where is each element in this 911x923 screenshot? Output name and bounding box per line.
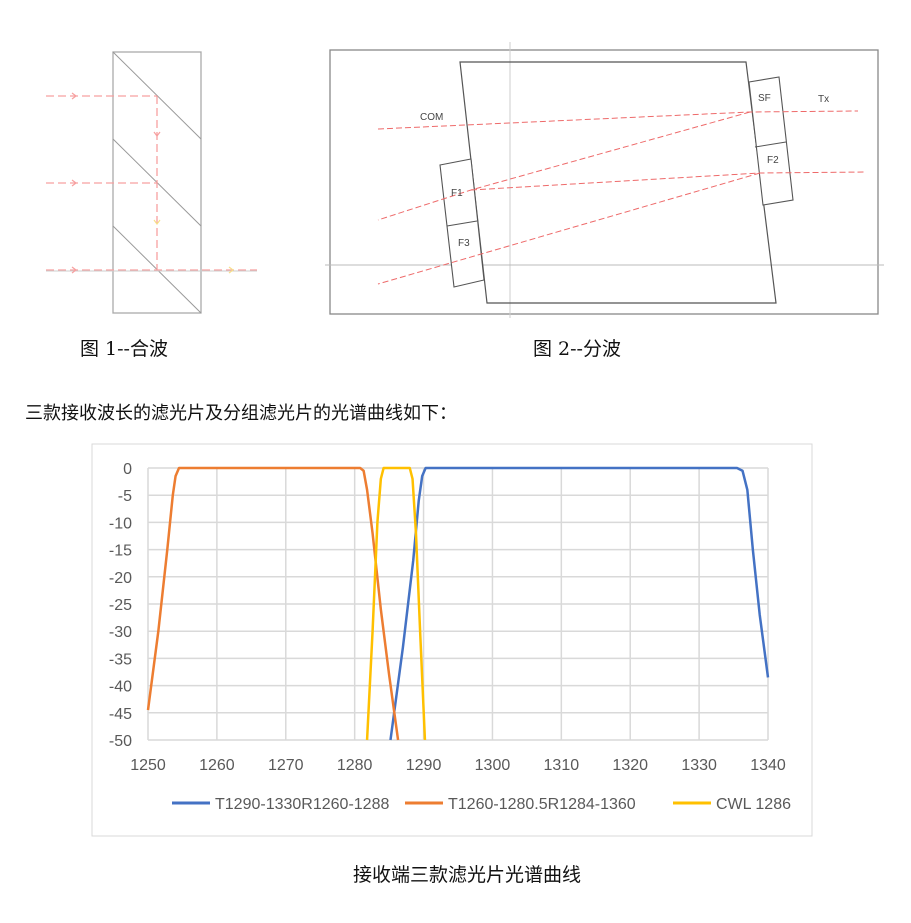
series-line-1 — [389, 466, 770, 741]
y-tick-label: 0 — [123, 461, 132, 478]
x-tick-label: 1310 — [544, 757, 580, 774]
f1-label: F1 — [451, 188, 463, 199]
x-tick-label: 1260 — [199, 757, 235, 774]
x-tick-label: 1340 — [750, 757, 786, 774]
tx-label: Tx — [818, 94, 829, 105]
f3-label: F3 — [458, 238, 470, 249]
f2-label: F2 — [767, 155, 779, 166]
y-tick-label: -25 — [109, 597, 132, 614]
intro-text: 三款接收波长的滤光片及分组滤光片的光谱曲线如下： — [25, 403, 457, 424]
x-tick-label: 1250 — [130, 757, 166, 774]
x-tick-label: 1330 — [681, 757, 717, 774]
y-tick-label: -20 — [109, 570, 132, 587]
sf-label: SF — [758, 93, 771, 104]
x-tick-label: 1300 — [475, 757, 511, 774]
x-tick-label: 1280 — [337, 757, 373, 774]
series-line-2 — [146, 466, 400, 741]
y-tick-label: -50 — [109, 733, 132, 750]
y-tick-label: -10 — [109, 515, 132, 532]
x-tick-label: 1290 — [406, 757, 442, 774]
y-tick-label: -40 — [109, 679, 132, 696]
y-tick-label: -30 — [109, 624, 132, 641]
legend-label: T1290-1330R1260-1288 — [215, 796, 389, 813]
figure2-splitter-diagram: COM Tx SF F2 F1 F3 — [325, 42, 884, 318]
y-tick-label: -5 — [118, 488, 132, 505]
y-tick-label: -45 — [109, 706, 132, 723]
y-tick-label: -15 — [109, 543, 132, 560]
figure1-caption: 图 1--合波 — [80, 338, 168, 360]
legend-label: T1260-1280.5R1284-1360 — [448, 796, 636, 813]
y-tick-label: -35 — [109, 651, 132, 668]
spectrum-chart: 0 -5 -10 -15 -20 -25 -30 -35 -40 -45 -50 1250 1260 12… — [91, 443, 813, 837]
series-line-3 — [365, 466, 427, 741]
chart-caption: 接收端三款滤光片光谱曲线 — [352, 864, 581, 886]
legend-label: CWL 1286 — [716, 796, 791, 813]
x-tick-label: 1320 — [612, 757, 648, 774]
figure-diagrams: COM Tx SF F2 F1 F3 — [46, 42, 884, 318]
figure2-caption: 图 2--分波 — [533, 338, 621, 360]
com-label: COM — [420, 112, 443, 123]
chart-frame — [91, 443, 813, 837]
figure1-combiner-diagram — [46, 51, 257, 314]
x-tick-label: 1270 — [268, 757, 304, 774]
